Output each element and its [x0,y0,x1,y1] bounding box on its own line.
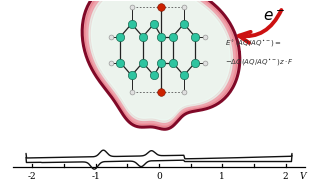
Text: -2: -2 [28,172,37,181]
Text: -1: -1 [91,172,100,181]
Polygon shape [85,0,237,127]
Polygon shape [89,0,232,122]
Polygon shape [87,0,235,125]
Text: $e^-$: $e^-$ [263,10,285,24]
Text: $E^\circ(AQ/AQ^{\bullet-}) =$: $E^\circ(AQ/AQ^{\bullet-}) =$ [225,39,282,49]
Polygon shape [91,0,230,120]
Text: 0: 0 [156,172,162,181]
Text: V: V [300,172,306,181]
Text: $-\Delta G(AQ/AQ^{\bullet-})z \cdot F$: $-\Delta G(AQ/AQ^{\bullet-})z \cdot F$ [225,58,294,68]
Text: 1: 1 [219,172,225,181]
Text: 2: 2 [283,172,288,181]
Polygon shape [82,0,240,129]
